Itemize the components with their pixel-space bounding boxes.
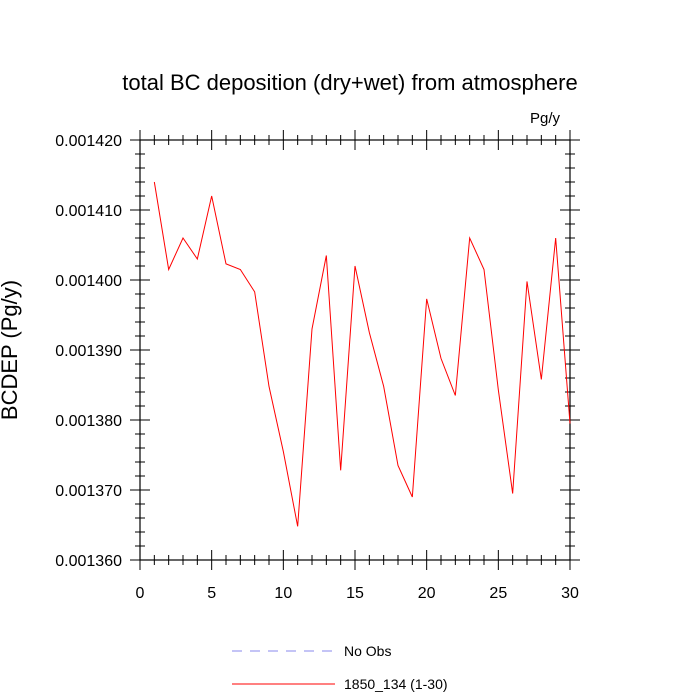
legend: No Obs 1850_134 (1-30) — [232, 643, 448, 692]
y-tick-label: 0.001360 — [55, 553, 122, 570]
y-tick-label: 0.001410 — [55, 203, 122, 220]
legend-label: No Obs — [344, 643, 391, 659]
x-tick-label: 15 — [346, 585, 364, 602]
x-tick-label: 0 — [136, 585, 145, 602]
y-tick-label: 0.001400 — [55, 273, 122, 290]
units-label: Pg/y — [530, 110, 561, 127]
y-tick-label: 0.001370 — [55, 483, 122, 500]
chart-title: total BC deposition (dry+wet) from atmos… — [122, 70, 577, 95]
series-line — [153, 181, 571, 527]
y-tick-label: 0.001420 — [55, 133, 122, 150]
y-tick-label: 0.001390 — [55, 343, 122, 360]
legend-label: 1850_134 (1-30) — [344, 676, 448, 692]
x-tick-label: 30 — [561, 585, 579, 602]
y-tick-label: 0.001380 — [55, 413, 122, 430]
plot-area: 0 5 10 15 20 25 30 0.001360 0.001370 0.001380 0.00… — [55, 130, 580, 602]
x-tick-label: 10 — [274, 585, 292, 602]
plot-frame — [139, 139, 571, 561]
x-tick-label: 20 — [418, 585, 436, 602]
x-tick-label: 25 — [489, 585, 507, 602]
x-tick-label: 5 — [207, 585, 216, 602]
y-axis-label: BCDEP (Pg/y) — [0, 280, 22, 420]
